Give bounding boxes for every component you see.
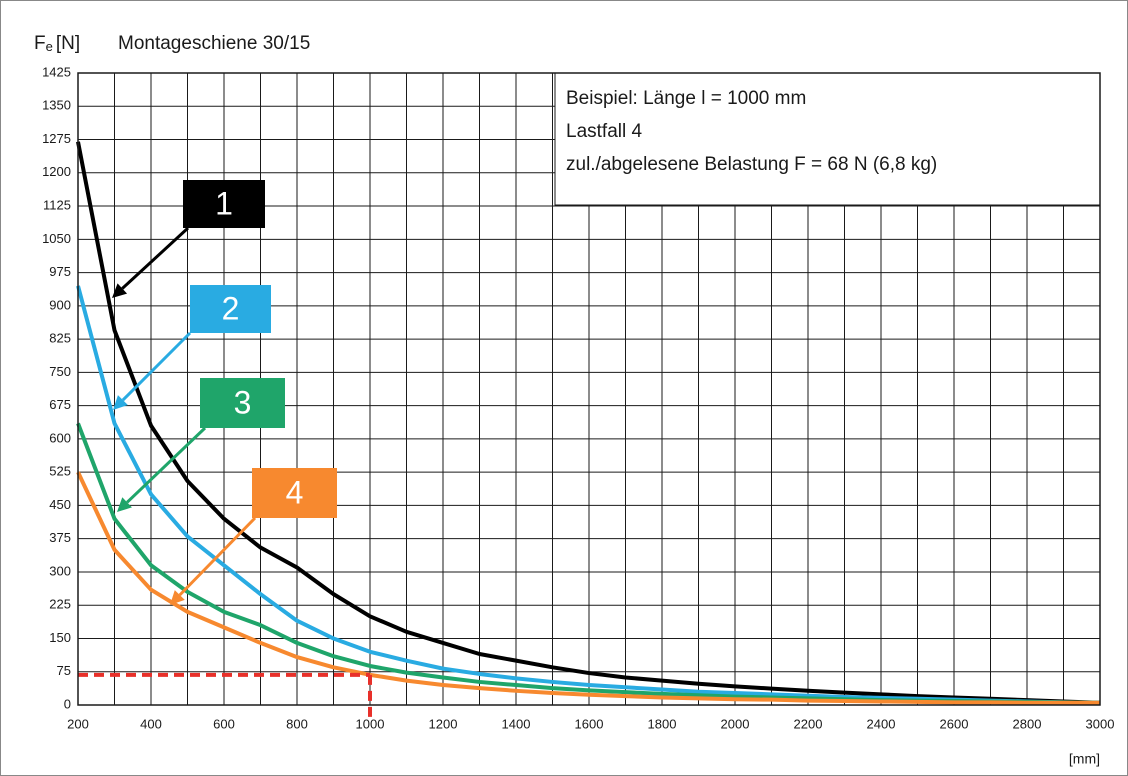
y-tick-label: 750 xyxy=(49,364,71,379)
plot-frame xyxy=(77,72,1101,706)
legend-arrow-head xyxy=(117,497,132,512)
x-tick-label: 800 xyxy=(286,716,308,731)
x-tick-label: 2800 xyxy=(1013,716,1042,731)
x-axis-label: [mm] xyxy=(1069,751,1100,767)
y-tick-label: 225 xyxy=(49,597,71,612)
legend-label: 4 xyxy=(286,474,304,510)
legend-box xyxy=(252,468,337,518)
legend-arrow-head xyxy=(170,590,185,605)
annotation-text: Beispiel: Länge l = 1000 mm xyxy=(566,88,806,109)
legend-arrow xyxy=(121,331,192,402)
x-tick-label: 2000 xyxy=(721,716,750,731)
y-tick-label: 1275 xyxy=(42,131,71,146)
x-tick-label: 1800 xyxy=(648,716,677,731)
annotation-text: zul./abgelesene Belastung F = 68 N (6,8 … xyxy=(566,154,937,175)
y-tick-label: 1425 xyxy=(42,64,71,79)
legend-arrow xyxy=(121,226,190,290)
y-tick-label: 0 xyxy=(64,696,71,711)
y-tick-label: 1050 xyxy=(42,231,71,246)
legend-arrow-head xyxy=(112,283,128,298)
y-tick-label: 900 xyxy=(49,297,71,312)
y-axis-label: Fe [N] xyxy=(34,33,80,54)
y-tick-label: 825 xyxy=(49,331,71,346)
y-tick-label: 300 xyxy=(49,563,71,578)
annotation-text: Lastfall 4 xyxy=(566,121,642,142)
annotation-box xyxy=(554,72,1101,206)
legend-label: 2 xyxy=(222,290,240,326)
y-tick-label: 1125 xyxy=(43,197,71,212)
y-tick-label: 975 xyxy=(49,264,71,279)
y-tick-label: 1350 xyxy=(42,98,71,113)
series-line xyxy=(76,141,1101,705)
y-tick-label: 525 xyxy=(49,464,71,479)
x-tick-label: 1200 xyxy=(429,716,458,731)
x-tick-label: 1400 xyxy=(502,716,531,731)
legend-arrow xyxy=(178,516,257,597)
y-tick-label: 600 xyxy=(49,430,71,445)
x-tick-label: 600 xyxy=(213,716,235,731)
y-tick-label: 150 xyxy=(49,630,71,645)
x-tick-label: 2600 xyxy=(940,716,969,731)
legend-arrow-head xyxy=(113,395,128,410)
y-tick-label: 450 xyxy=(49,497,71,512)
series-line xyxy=(76,471,1100,705)
chart-title: Montageschiene 30/15 xyxy=(118,33,310,54)
legend-box xyxy=(183,180,265,228)
y-tick-label: 75 xyxy=(57,663,71,678)
y-tick-label: 1200 xyxy=(42,164,71,179)
x-tick-label: 400 xyxy=(140,716,162,731)
x-tick-label: 2400 xyxy=(867,716,896,731)
legend-arrow xyxy=(126,426,207,504)
legend-box xyxy=(200,378,285,428)
x-tick-label: 2200 xyxy=(794,716,823,731)
x-tick-label: 1600 xyxy=(575,716,604,731)
legend-label: 1 xyxy=(215,185,233,221)
legend-box xyxy=(190,285,271,333)
x-tick-label: 200 xyxy=(67,716,89,731)
x-tick-label: 3000 xyxy=(1086,716,1115,731)
y-tick-label: 375 xyxy=(49,530,71,545)
legend-label: 3 xyxy=(234,384,252,420)
y-tick-label: 675 xyxy=(49,397,71,412)
x-tick-label: 1000 xyxy=(356,716,385,731)
